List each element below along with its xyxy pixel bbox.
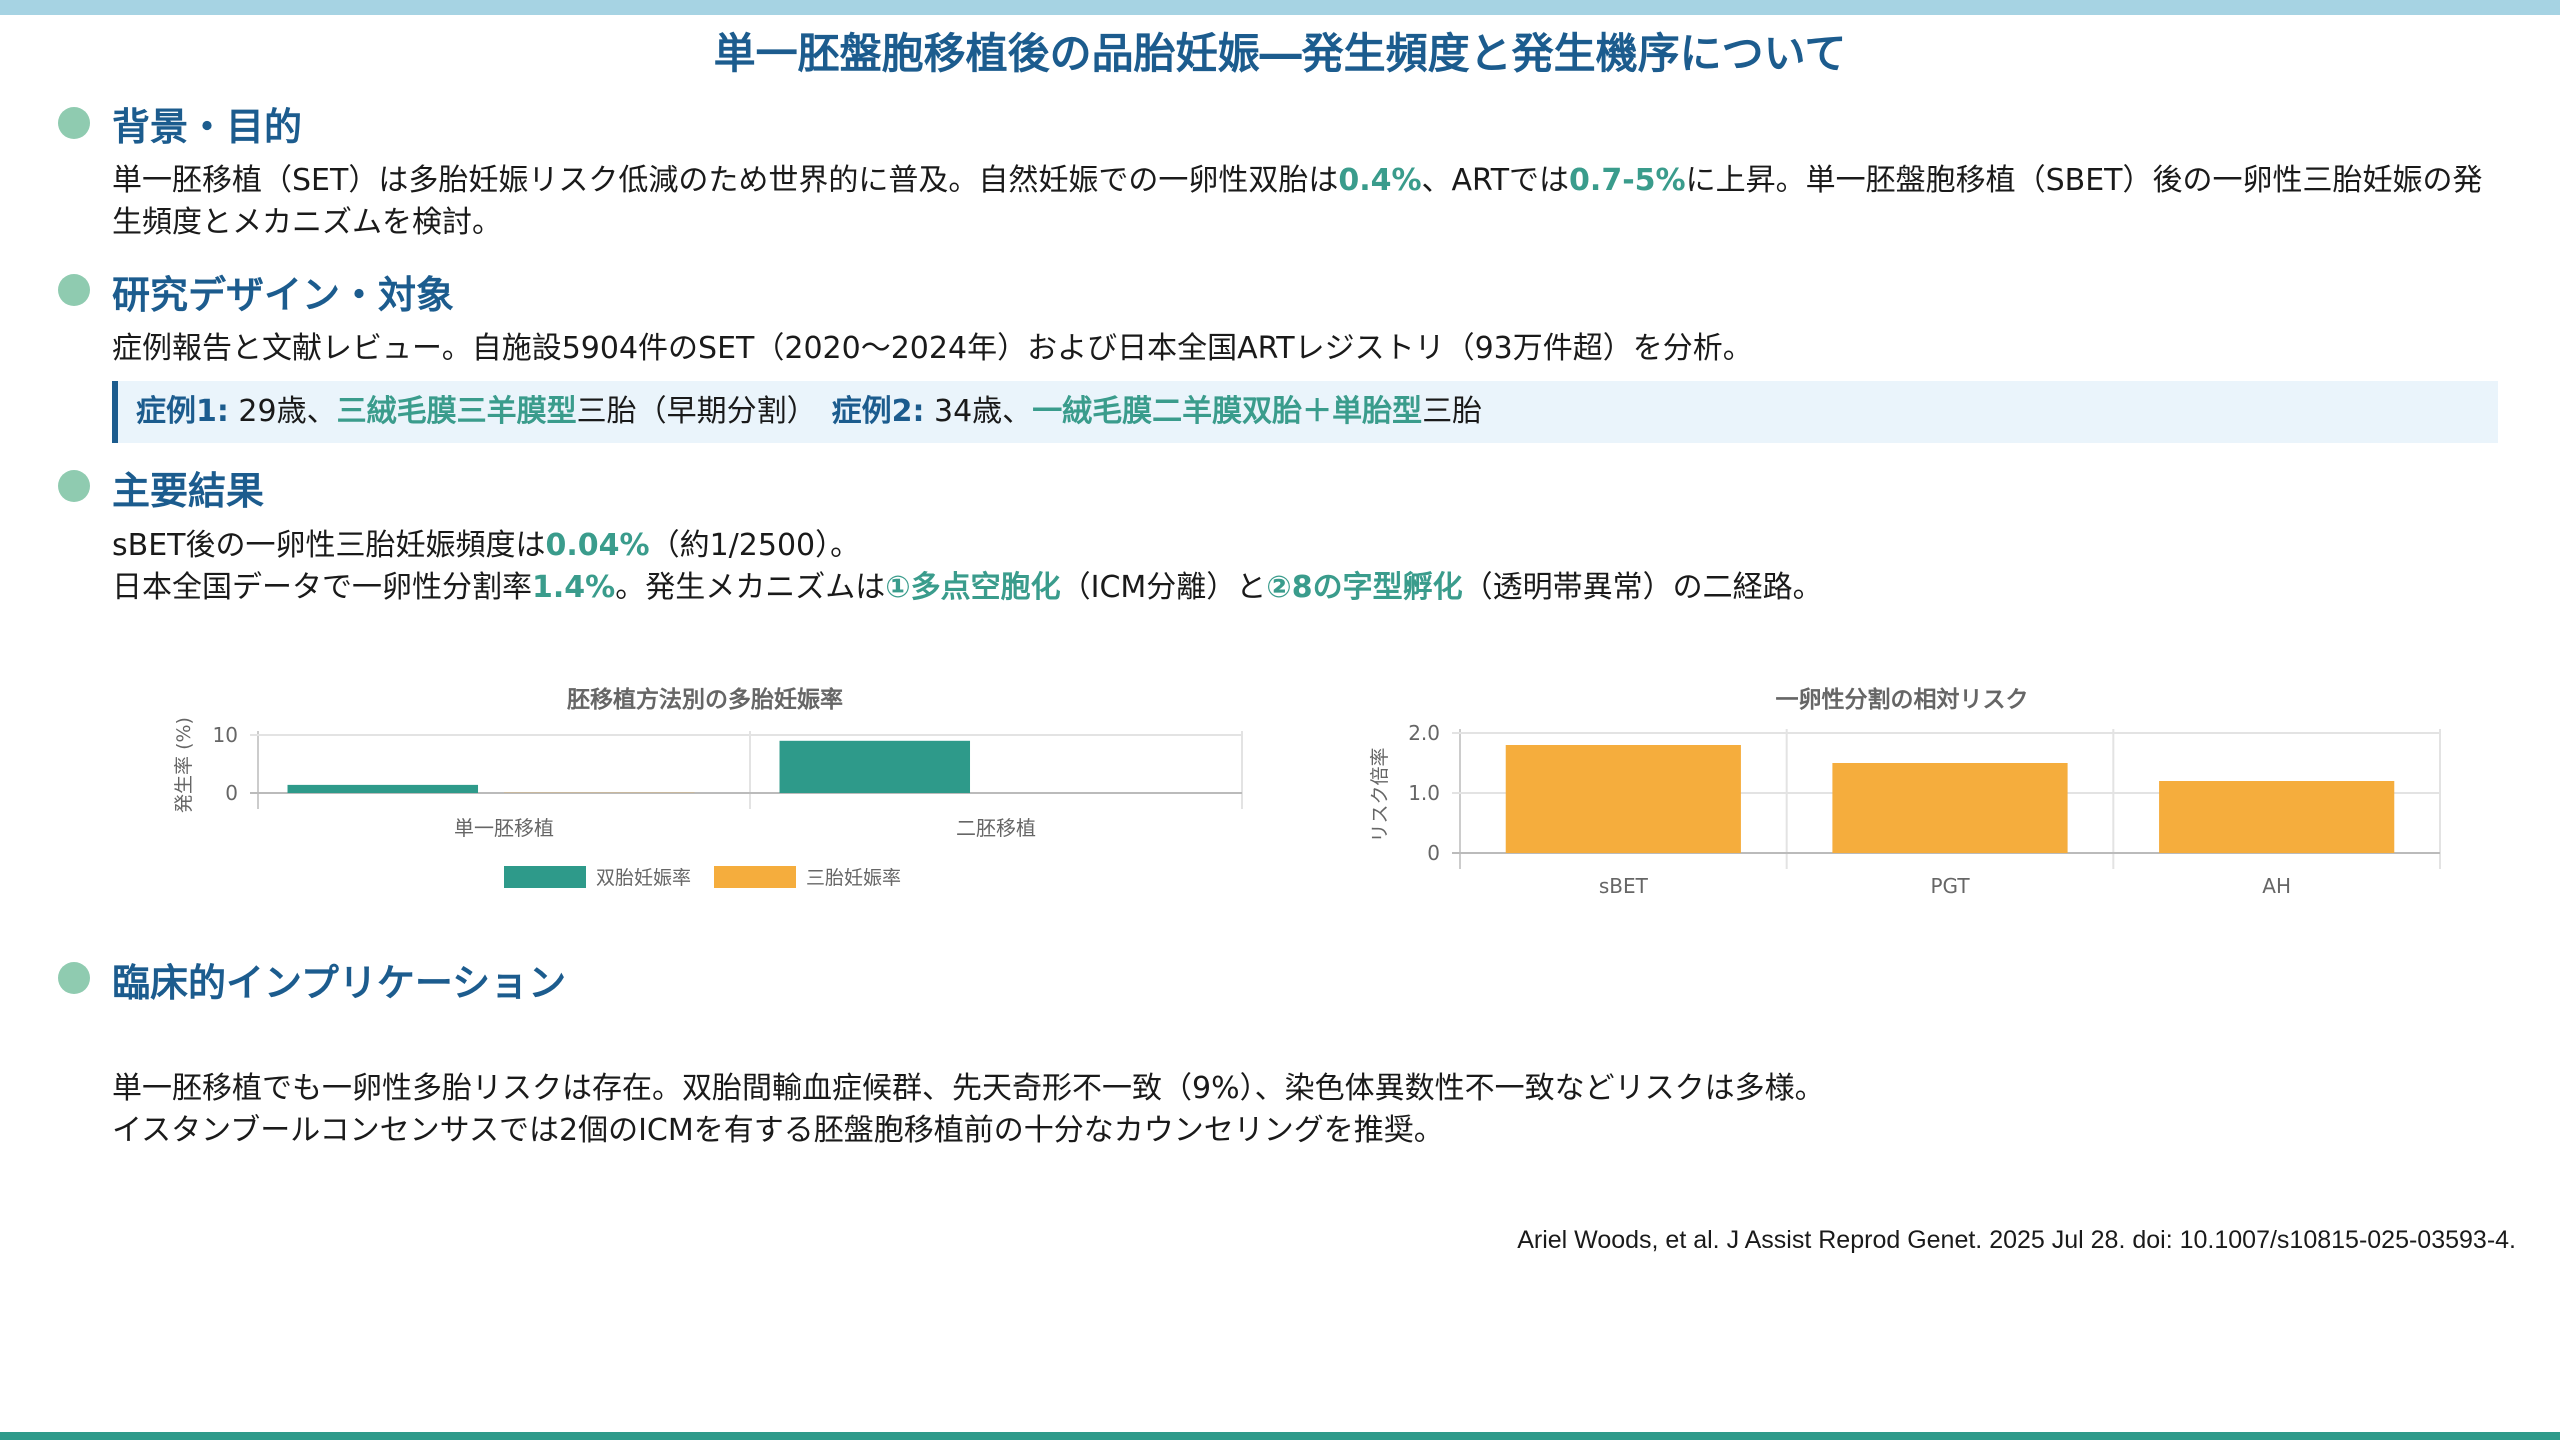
bar-0: [1505, 745, 1741, 853]
text-segment: に上昇。単一胚盤胞移植（SBET）後の一卵性三胎妊娠の発生頻度とメカニズムを検討…: [112, 163, 2483, 240]
monozygotic-split-risk-chart: 一卵性分割の相対リスク リスク倍率 sBET PGT AH 0 1.0 2.0: [1369, 686, 2441, 898]
section-heading-implications: 臨床的インプリケーション: [112, 961, 567, 1005]
highlight-text: 0.4%: [1338, 163, 1422, 198]
bar-0-0: [287, 784, 479, 793]
design-text: 症例報告と文献レビュー。自施設5904件のSET（2020〜2024年）および日…: [112, 328, 2492, 370]
text-segment: sBET後の一卵性三胎妊娠頻度は: [112, 528, 546, 563]
bottom-accent-bar: [0, 1432, 2560, 1440]
text-segment: （約1/2500）。: [649, 528, 861, 563]
y-tick-label: 10: [213, 723, 238, 747]
chart-title: 一卵性分割の相対リスク: [1776, 686, 2029, 713]
text-segment: 三胎（早期分割）: [576, 394, 832, 429]
text-segment: （ICM分離）と: [1060, 570, 1267, 605]
highlight-text: ①多点空胞化: [885, 570, 1061, 605]
legend-swatch: [504, 866, 586, 888]
text-segment: 日本全国データで一卵性分割率: [112, 570, 532, 605]
citation: Ariel Woods, et al. J Assist Reprod Gene…: [1517, 1226, 2516, 1254]
legend-label: 三胎妊娠率: [806, 867, 901, 889]
bar-0-1: [779, 740, 971, 793]
y-tick-label: 2.0: [1408, 721, 1440, 745]
highlight-text: 0.04%: [545, 528, 650, 563]
x-tick-label: sBET: [1599, 874, 1649, 898]
background-text: 単一胚移植（SET）は多胎妊娠リスク低減のため世界的に普及。自然妊娠での一卵性双…: [112, 160, 2492, 244]
text-segment: 29歳、: [228, 394, 337, 429]
text-segment: 34歳、: [924, 394, 1033, 429]
section-heading-results: 主要結果: [112, 469, 265, 513]
x-tick-label: 単一胚移植: [454, 816, 554, 840]
y-axis-label: リスク倍率: [1369, 747, 1391, 842]
results-line-1: sBET後の一卵性三胎妊娠頻度は0.04%（約1/2500）。: [112, 525, 2492, 567]
legend-label: 双胎妊娠率: [596, 867, 691, 889]
bar-1: [1832, 763, 2068, 853]
implications-line-1: 単一胚移植でも一卵性多胎リスクは存在。双胎間輸血症候群、先天奇形不一致（9%）、…: [112, 1071, 1825, 1106]
x-tick-label: PGT: [1930, 874, 1970, 898]
case-label: 症例2:: [831, 394, 925, 429]
y-tick-label: 0: [1427, 841, 1440, 865]
text-segment: （透明帯異常）の二経路。: [1462, 570, 1823, 605]
x-tick-label: 二胚移植: [956, 816, 1036, 840]
implications-line-2: イスタンブールコンセンサスでは2個のICMを有する胚盤胞移植前の十分なカウンセリ…: [112, 1113, 1444, 1148]
case-label: 症例1:: [136, 394, 229, 429]
highlight-text: 0.7-5%: [1569, 163, 1686, 198]
x-tick-label: AH: [2262, 874, 2291, 898]
highlight-text: 三絨毛膜三羊膜型: [336, 394, 577, 429]
text-segment: 症例報告と文献レビュー。自施設5904件のSET（2020〜2024年）および日…: [112, 331, 1753, 366]
highlight-text: 一絨毛膜二羊膜双胎＋単胎型: [1032, 394, 1423, 429]
page-title: 単一胚盤胞移植後の品胎妊娠―発生頻度と発生機序について: [713, 29, 1847, 78]
section-heading-background: 背景・目的: [112, 105, 303, 149]
text-segment: 、ARTでは: [1421, 163, 1570, 198]
results-line-2: 日本全国データで一卵性分割率1.4%。発生メカニズムは①多点空胞化（ICM分離）…: [112, 567, 2492, 609]
highlight-text: ②8の字型孵化: [1266, 570, 1463, 605]
section-bullet-icon: [58, 274, 90, 306]
section-bullet-icon: [58, 107, 90, 139]
y-axis-label: 発生率 (%): [173, 717, 195, 813]
section-heading-design: 研究デザイン・対象: [112, 273, 455, 317]
section-bullet-icon: [58, 470, 90, 502]
text-segment: 単一胚移植（SET）は多胎妊娠リスク低減のため世界的に普及。自然妊娠での一卵性双…: [112, 163, 1339, 198]
multiple-pregnancy-rate-chart: 胚移植方法別の多胎妊娠率 発生率 (%) 単一胚移植 二胚移植 0 10 双胎妊娠率…: [173, 686, 1243, 889]
legend-swatch: [714, 866, 796, 888]
case-summary-box: 症例1: 29歳、三絨毛膜三羊膜型三胎（早期分割） 症例2: 34歳、一絨毛膜二…: [112, 381, 2498, 443]
highlight-text: 1.4%: [532, 570, 616, 605]
text-segment: 。発生メカニズムは: [615, 570, 886, 605]
bar-2: [2159, 781, 2395, 853]
top-accent-bar: [0, 0, 2560, 15]
y-tick-label: 1.0: [1408, 781, 1440, 805]
text-segment: 三胎: [1422, 394, 1483, 429]
chart-title: 胚移植方法別の多胎妊娠率: [567, 686, 843, 713]
section-bullet-icon: [58, 962, 90, 994]
y-tick-label: 0: [225, 781, 238, 805]
